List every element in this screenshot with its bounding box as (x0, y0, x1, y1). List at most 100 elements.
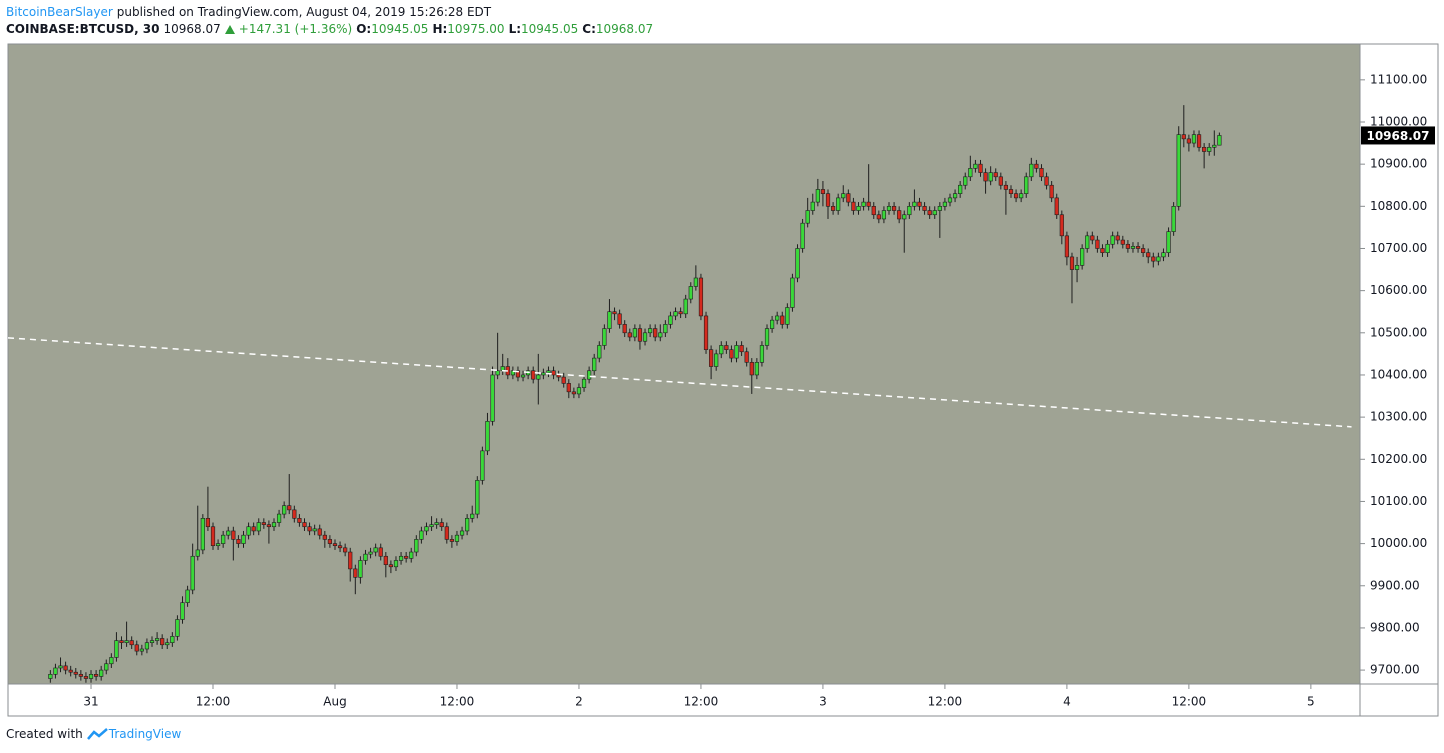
candle-body (734, 345, 739, 359)
candle-body (546, 370, 551, 374)
y-tick-label: 9700.00 (1370, 663, 1420, 677)
candle-body (846, 193, 851, 203)
candle-body (653, 328, 658, 338)
o-value: 10945.05 (371, 22, 429, 36)
candle-body (729, 349, 734, 359)
candle-body (1141, 248, 1146, 253)
candle-body (683, 298, 688, 315)
plot-area (8, 44, 1360, 684)
candle-body (795, 248, 800, 279)
candle-body (805, 210, 810, 224)
candle-body (622, 324, 627, 334)
price-label-bg (1361, 126, 1435, 145)
candle-body (83, 676, 89, 679)
x-tick-label: 3 (819, 695, 827, 709)
candle-body (775, 315, 780, 321)
candle-body (251, 526, 256, 532)
candle-body (698, 277, 704, 317)
candle-body (343, 547, 348, 553)
y-tick-label: 11000.00 (1370, 114, 1427, 128)
candle-body (663, 324, 668, 334)
y-tick-label: 10100.00 (1370, 494, 1427, 508)
candle-body (886, 206, 892, 211)
candle-body (1156, 256, 1161, 262)
candle-body (830, 206, 836, 211)
candle-body (271, 522, 277, 528)
candle-body (592, 357, 597, 372)
candle-body (236, 539, 241, 544)
candle-body (1217, 135, 1222, 146)
y-tick-label: 10600.00 (1370, 283, 1427, 297)
candle-body (841, 193, 846, 199)
candle-body (571, 391, 576, 395)
candle-body (307, 526, 312, 532)
candle-body (1034, 163, 1039, 169)
candle-body (266, 524, 272, 528)
logo (86, 728, 108, 740)
candle-body (902, 214, 907, 220)
candle-body (612, 311, 617, 315)
candle-body (912, 201, 917, 207)
candle-body (165, 642, 170, 646)
candle-body (1166, 231, 1171, 253)
candle-body (256, 522, 261, 532)
candle-body (881, 210, 887, 220)
candle-body (1212, 144, 1217, 148)
candle-body (1095, 239, 1100, 249)
candle-body (246, 526, 251, 536)
candle-body (1151, 256, 1156, 262)
candle-body (53, 667, 58, 675)
brand[interactable]: TradingView (108, 727, 182, 741)
candle-body (383, 555, 388, 565)
candle-body (1013, 193, 1019, 199)
up-arrow (224, 24, 235, 34)
candle-body (1115, 235, 1120, 241)
candle-body (353, 568, 358, 578)
candle-body (922, 206, 927, 211)
candle-body (998, 176, 1003, 186)
candle-body (688, 286, 693, 300)
candle-body (1125, 243, 1130, 249)
y-tick-label: 10800.00 (1370, 199, 1427, 213)
candle-body (861, 201, 866, 207)
candle-body (241, 534, 246, 544)
candle-body (282, 505, 287, 515)
candle-body (226, 530, 231, 536)
candle-body (144, 642, 150, 650)
candle-body (1074, 265, 1080, 270)
candle-body (444, 526, 449, 540)
x-tick-label: 12:00 (684, 695, 719, 709)
candle-body (597, 345, 602, 359)
candle-body (195, 549, 200, 557)
y-tick-label: 11100.00 (1370, 72, 1427, 86)
c-value: 10968.07 (595, 22, 654, 36)
candle-body (287, 505, 292, 511)
candle-body (937, 206, 942, 211)
author[interactable]: BitcoinBearSlayer (6, 5, 113, 19)
candle-body (1049, 184, 1054, 199)
candle-body (963, 176, 968, 186)
candle-body (856, 206, 861, 211)
candle-body (317, 528, 322, 536)
x-tick-label: 12:00 (928, 695, 963, 709)
candle-body (276, 513, 282, 523)
y-tick-label: 10700.00 (1370, 241, 1427, 255)
y-tick-label: 10900.00 (1370, 157, 1427, 171)
candle-body (1054, 197, 1059, 216)
candle-body (942, 201, 948, 207)
candle-body (1019, 193, 1024, 199)
y-tick-label: 10200.00 (1370, 452, 1427, 466)
h-label: H: (432, 22, 448, 36)
last-price: 10968.07 (163, 22, 221, 36)
candle-body (541, 372, 546, 376)
candle-body (1181, 134, 1186, 140)
candle-body (515, 370, 521, 378)
candle-body (1146, 252, 1151, 258)
y-tick-label: 10300.00 (1370, 410, 1427, 424)
candle-body (648, 328, 653, 334)
candle-body (215, 543, 221, 547)
candle-body (1003, 184, 1009, 190)
candle-body (1105, 243, 1110, 253)
